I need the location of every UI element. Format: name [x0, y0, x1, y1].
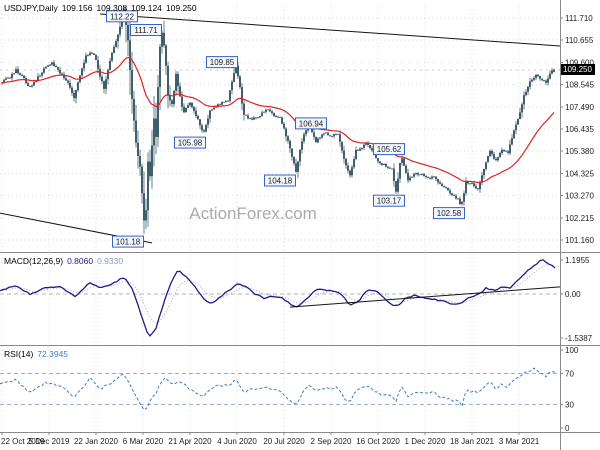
svg-text:106.94: 106.94	[299, 119, 324, 128]
rsi-indicator-label: RSI(14) 72.3945	[4, 349, 68, 359]
chart-title: USDJPY,Daily 109.156 109.308 109.124 109.250	[4, 3, 201, 13]
svg-text:30: 30	[565, 401, 574, 410]
svg-text:105.62: 105.62	[377, 145, 402, 154]
svg-text:101.160: 101.160	[565, 236, 594, 245]
svg-text:4 Jun 2020: 4 Jun 2020	[217, 437, 257, 446]
ohlc-high: 109.308	[96, 3, 128, 13]
svg-text:0.00: 0.00	[565, 290, 581, 299]
svg-text:106.435: 106.435	[565, 125, 594, 134]
svg-text:104.18: 104.18	[268, 177, 293, 186]
macd-signal-value: 0.9330	[97, 256, 124, 266]
rsi-name: RSI(14)	[4, 349, 34, 359]
svg-text:102.215: 102.215	[565, 214, 594, 223]
price-annotation: 102.58	[433, 207, 465, 220]
svg-text:105.380: 105.380	[565, 147, 594, 156]
svg-text:5 Dec 2019: 5 Dec 2019	[29, 437, 70, 446]
svg-text:0: 0	[565, 424, 570, 433]
rsi-line	[0, 367, 556, 411]
price-annotation: 101.18	[112, 235, 144, 248]
svg-text:70: 70	[565, 369, 574, 378]
svg-text:112.22: 112.22	[110, 12, 134, 21]
price-annotation: 104.18	[264, 174, 296, 187]
svg-text:102.58: 102.58	[437, 209, 462, 218]
svg-text:22 Jan 2020: 22 Jan 2020	[74, 437, 119, 446]
svg-text:20 Jul 2020: 20 Jul 2020	[263, 437, 305, 446]
svg-text:6 Mar 2020: 6 Mar 2020	[123, 437, 164, 446]
svg-text:109.600: 109.600	[565, 58, 594, 67]
svg-text:103.17: 103.17	[377, 197, 402, 206]
price-annotation: 112.22	[106, 10, 138, 23]
symbol-timeframe-label: USDJPY,Daily	[4, 3, 58, 13]
candles-layer	[1, 6, 555, 234]
svg-text:110.655: 110.655	[565, 36, 594, 45]
svg-text:2 Sep 2020: 2 Sep 2020	[311, 437, 352, 446]
svg-text:100: 100	[565, 346, 579, 355]
svg-text:-1.5387: -1.5387	[565, 334, 593, 343]
macd-main-line	[0, 259, 556, 337]
svg-text:18 Jan 2021: 18 Jan 2021	[450, 437, 495, 446]
price-annotation: 109.85	[206, 56, 238, 69]
svg-text:16 Oct 2020: 16 Oct 2020	[356, 437, 400, 446]
price-annotation: 105.98	[174, 136, 206, 149]
ohlc-close: 109.250	[165, 3, 197, 13]
macd-main-value: 0.8060	[67, 256, 94, 266]
svg-text:21 Apr 2020: 21 Apr 2020	[168, 437, 212, 446]
rsi-value: 72.3945	[37, 349, 69, 359]
price-annotation: 111.71	[130, 24, 162, 36]
price-annotation: 105.62	[373, 143, 405, 156]
svg-text:111.710: 111.710	[565, 14, 593, 23]
ohlc-low: 109.124	[131, 3, 162, 13]
svg-text:1.1955: 1.1955	[565, 256, 590, 265]
svg-text:103.270: 103.270	[565, 192, 594, 201]
svg-text:22 Oct 2019: 22 Oct 2019	[1, 437, 45, 446]
price-annotation: 103.17	[373, 194, 405, 207]
price-annotation: 106.94	[295, 117, 327, 130]
moving-average-line	[1, 56, 555, 184]
ohlc-open: 109.156	[61, 3, 93, 13]
svg-text:107.490: 107.490	[565, 103, 594, 112]
macd-name: MACD(12,26,9)	[4, 256, 64, 266]
svg-text:1 Dec 2020: 1 Dec 2020	[405, 437, 446, 446]
grid-layer	[0, 6, 560, 432]
svg-text:105.98: 105.98	[178, 139, 203, 148]
svg-text:104.325: 104.325	[565, 169, 594, 178]
macd-indicator-label: MACD(12,26,9) 0.8060 0.9330	[4, 256, 123, 266]
svg-text:3 Mar 2021: 3 Mar 2021	[499, 437, 540, 446]
svg-text:108.545: 108.545	[565, 81, 594, 90]
svg-text:101.18: 101.18	[116, 238, 141, 247]
watermark: ActionForex.com	[189, 204, 317, 223]
current-price-tag: 109.250	[561, 64, 595, 75]
svg-text:111.71: 111.71	[134, 26, 158, 35]
macd-trendline	[289, 286, 561, 308]
svg-text:109.85: 109.85	[210, 58, 235, 67]
